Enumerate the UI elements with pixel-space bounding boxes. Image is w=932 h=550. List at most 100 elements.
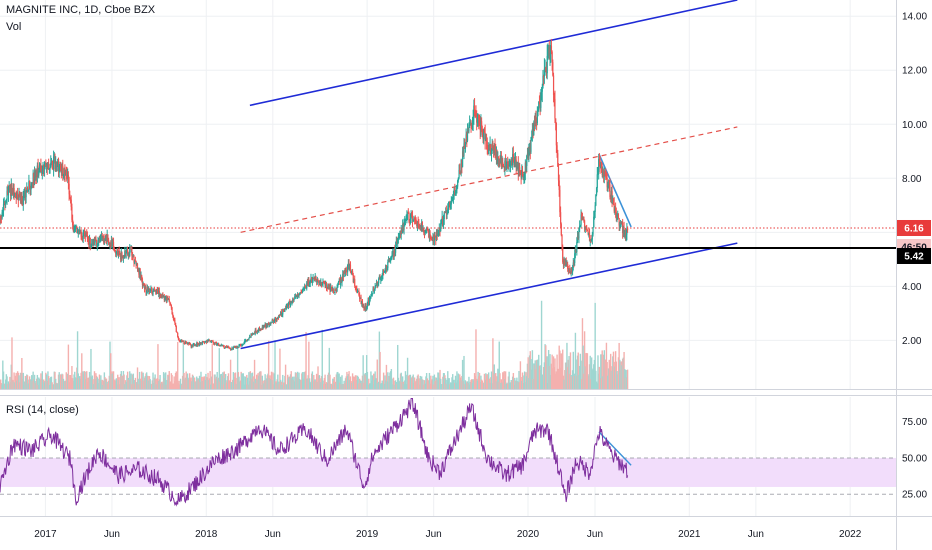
candle-body-546 xyxy=(384,270,386,272)
volume-bar-629 xyxy=(442,373,445,389)
volume-bar-400 xyxy=(281,384,283,389)
candle-body-153 xyxy=(107,234,109,240)
volume-bar-354 xyxy=(248,381,251,389)
volume-bar-343 xyxy=(241,373,243,389)
candle-body-315 xyxy=(221,345,223,346)
candle-body-225 xyxy=(158,290,160,295)
volume-bar-85 xyxy=(59,379,61,389)
candle-body-633 xyxy=(445,211,447,214)
candle-body-227 xyxy=(159,294,161,296)
volume-bar-232 xyxy=(162,372,165,389)
rsi-indicator-label[interactable]: RSI (14, close) xyxy=(6,404,79,416)
candle-body-143 xyxy=(100,235,102,237)
volume-bar-158 xyxy=(110,373,113,389)
candle-body-748 xyxy=(526,153,529,156)
volume-bar-746 xyxy=(525,372,527,389)
candle-body-443 xyxy=(311,280,313,283)
candle-body-880 xyxy=(619,221,622,226)
candle-body-808 xyxy=(569,268,571,273)
volume-bar-723 xyxy=(509,382,511,389)
candle-body-56 xyxy=(38,169,41,172)
volume-bar-173 xyxy=(121,375,123,389)
volume-bar-87 xyxy=(60,374,63,389)
candle-body-741 xyxy=(521,171,524,176)
volume-bar-199 xyxy=(139,378,142,389)
trendline-0 xyxy=(240,242,738,350)
volume-bar-652 xyxy=(459,374,461,389)
candle-body-866 xyxy=(610,197,612,200)
volume-bar-686 xyxy=(483,382,485,389)
volume-bar-352 xyxy=(247,384,249,389)
candle-body-599 xyxy=(421,221,423,232)
candle-body-742 xyxy=(522,175,524,177)
candle-body-715 xyxy=(503,166,505,169)
volume-bar-339 xyxy=(238,376,240,389)
candle-body-242 xyxy=(170,304,172,306)
volume-bar-827 xyxy=(582,345,584,389)
volume-bar-140 xyxy=(98,382,100,389)
candle-body-196 xyxy=(137,268,139,270)
candle-body-759 xyxy=(534,116,536,125)
candle-body-452 xyxy=(318,280,320,283)
volume-bar-477 xyxy=(335,374,338,389)
volume-bar-493 xyxy=(346,375,349,389)
volume-bar-518 xyxy=(364,372,366,389)
candle-body-223 xyxy=(156,290,158,292)
candle-body-3 xyxy=(1,212,3,219)
volume-bar-791 xyxy=(557,368,559,389)
volume-bar-558 xyxy=(392,377,395,389)
candle-body-796 xyxy=(560,224,562,236)
volume-bar-29 xyxy=(19,372,22,389)
candle-body-832 xyxy=(586,227,588,231)
candle-body-235 xyxy=(165,297,167,299)
volume-bar-592 xyxy=(416,375,419,389)
volume-bar-774 xyxy=(545,345,547,389)
candle-body-174 xyxy=(122,256,124,259)
volume-bar-544 xyxy=(382,372,385,389)
candle-body-886 xyxy=(624,230,626,235)
volume-bar-34 xyxy=(23,384,25,389)
volume-bar-205 xyxy=(143,377,146,389)
candle-body-890 xyxy=(626,227,629,231)
candle-body-125 xyxy=(87,238,89,241)
trendlines[interactable] xyxy=(240,0,738,466)
volume-bar-285 xyxy=(200,371,202,389)
volume-bar-278 xyxy=(195,381,197,389)
volume-bar-249 xyxy=(174,373,177,389)
candle-body-341 xyxy=(239,344,242,346)
volume-bar-406 xyxy=(285,384,287,389)
candle-body-117 xyxy=(81,238,84,240)
time-tick-0: 2017 xyxy=(34,529,57,540)
candle-body-13 xyxy=(8,185,10,187)
candle-body-155 xyxy=(108,243,110,245)
candle-body-297 xyxy=(208,339,211,341)
candle-body-17 xyxy=(11,185,13,191)
candle-body-230 xyxy=(161,295,163,298)
candle-body-845 xyxy=(595,194,597,206)
volume-bar-16 xyxy=(10,364,12,389)
candle-body-377 xyxy=(265,324,267,328)
candle-body-49 xyxy=(33,171,36,183)
candle-body-335 xyxy=(235,346,237,348)
candle-body-93 xyxy=(64,170,67,176)
volume-bar-74 xyxy=(51,382,53,389)
volume-bar-486 xyxy=(342,384,344,389)
volume-bar-256 xyxy=(179,378,182,389)
horizontal-price-lines[interactable] xyxy=(0,227,896,249)
volume-bar-186 xyxy=(130,373,132,389)
candle-body-450 xyxy=(316,280,318,283)
candle-body-822 xyxy=(579,225,581,229)
candle-body-739 xyxy=(520,172,522,178)
trendline-1 xyxy=(249,0,738,107)
volume-indicator-label[interactable]: Vol xyxy=(6,21,22,33)
time-axis[interactable]: 2017 Jun 2018 Jun 2019 Jun 2020 Jun 2021 Jun 2022 xyxy=(34,529,861,540)
volume-bar-830 xyxy=(584,366,586,389)
volume-bar-139 xyxy=(97,378,99,389)
candle-body-396 xyxy=(278,314,280,318)
candle-body-482 xyxy=(339,280,341,285)
volume-bar-82 xyxy=(57,383,59,389)
candle-body-38 xyxy=(26,188,28,192)
candle-body-248 xyxy=(174,319,176,323)
